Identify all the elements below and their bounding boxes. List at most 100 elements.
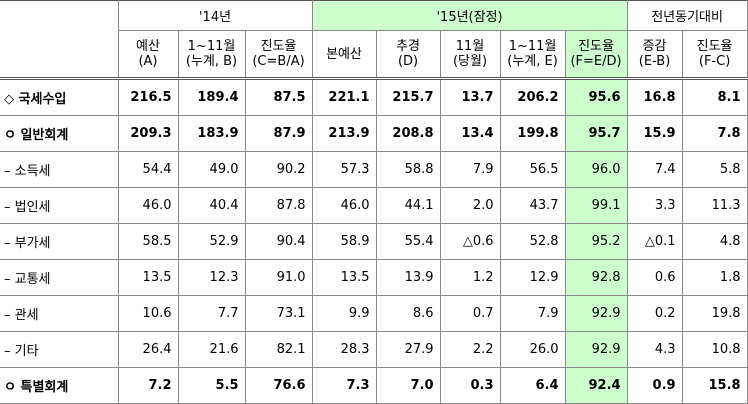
group-header: '15년(잠정) [311, 0, 628, 31]
cell: 11.3 [681, 187, 748, 224]
cell: 183.9 [177, 115, 246, 152]
cell: 82.1 [244, 331, 313, 368]
cell: 95.7 [564, 115, 628, 152]
cell: 15.9 [626, 115, 683, 152]
cell: 13.5 [117, 259, 179, 296]
cell: 73.1 [244, 295, 313, 332]
cell: 7.9 [499, 295, 566, 332]
cell: 5.8 [681, 151, 748, 188]
corner-cell [0, 0, 119, 80]
row-label: – 관세 [0, 295, 119, 332]
cell: 58.8 [375, 151, 441, 188]
cell: 91.0 [244, 259, 313, 296]
column-header: 1~11월 (누계, B) [177, 30, 246, 80]
cell: 7.2 [117, 367, 179, 404]
row-label: ◇ 국세수입 [0, 78, 119, 116]
cell: 46.0 [311, 187, 377, 224]
cell: 0.2 [626, 295, 683, 332]
cell: 4.8 [681, 223, 748, 260]
cell: 1.8 [681, 259, 748, 296]
cell: 90.2 [244, 151, 313, 188]
cell: 1.2 [439, 259, 501, 296]
header-line: 추경 [396, 39, 420, 54]
cell: 7.7 [177, 295, 246, 332]
cell: 3.3 [626, 187, 683, 224]
cell: 7.8 [681, 115, 748, 152]
cell: 92.4 [564, 367, 628, 404]
cell: 12.3 [177, 259, 246, 296]
cell: 95.2 [564, 223, 628, 260]
cell: 58.9 [311, 223, 377, 260]
cell: 209.3 [117, 115, 179, 152]
cell: 99.1 [564, 187, 628, 224]
cell: 49.0 [177, 151, 246, 188]
cell: 96.0 [564, 151, 628, 188]
table-row: – 관세 10.6 7.7 73.1 9.9 8.6 0.7 7.9 92.9 0.2 19.8 [0, 295, 748, 332]
cell: 92.9 [564, 331, 628, 368]
header-line: (당월) [452, 54, 488, 69]
cell: 221.1 [311, 78, 377, 116]
cell: 7.0 [375, 367, 441, 404]
header-line: 예산 [136, 39, 160, 54]
table-row: ◇ 국세수입 216.5 189.4 87.5 221.1 215.7 13.7 206.2 9… [0, 78, 748, 116]
cell: △0.1 [626, 223, 683, 260]
cell: 95.6 [564, 78, 628, 116]
header-line: 1~11월 [508, 39, 557, 54]
cell: 12.9 [499, 259, 566, 296]
cell: 206.2 [499, 78, 566, 116]
cell: 26.0 [499, 331, 566, 368]
row-label: ㅇ 특별회계 [0, 367, 119, 404]
cell: 213.9 [311, 115, 377, 152]
header-line: 진도율 [696, 39, 733, 54]
header-line: 진도율 [260, 39, 297, 54]
cell: 55.4 [375, 223, 441, 260]
cell: 7.3 [311, 367, 377, 404]
cell: 9.9 [311, 295, 377, 332]
header-line: (A) [138, 54, 158, 69]
cell: 8.6 [375, 295, 441, 332]
row-label: – 교통세 [0, 259, 119, 296]
cell: 4.3 [626, 331, 683, 368]
table-body: ◇ 국세수입 216.5 189.4 87.5 221.1 215.7 13.7 206.2 9… [0, 78, 748, 404]
header-line: (F=E/D) [570, 54, 622, 69]
cell: 0.7 [439, 295, 501, 332]
table-row: – 기타 26.4 21.6 82.1 28.3 27.9 2.2 26.0 92.9 4.3 10… [0, 331, 748, 368]
cell: 76.6 [244, 367, 313, 404]
row-label: ㅇ 일반회계 [0, 115, 119, 152]
group-header: 전년동기대비 [626, 0, 748, 31]
cell: 16.8 [626, 78, 683, 116]
cell: 92.8 [564, 259, 628, 296]
cell: 215.7 [375, 78, 441, 116]
header-line: (누계, E) [507, 54, 558, 69]
cell: 92.9 [564, 295, 628, 332]
cell: 7.4 [626, 151, 683, 188]
cell: 40.4 [177, 187, 246, 224]
cell: 19.8 [681, 295, 748, 332]
cell: 26.4 [117, 331, 179, 368]
group-header: '14년 [117, 0, 313, 31]
column-header: 진도율 (C=B/A) [244, 30, 313, 80]
cell: 5.5 [177, 367, 246, 404]
cell: 0.3 [439, 367, 501, 404]
cell: 57.3 [311, 151, 377, 188]
table-row: – 소득세 54.4 49.0 90.2 57.3 58.8 7.9 56.5 96.0 7.4 5… [0, 151, 748, 188]
cell: 13.9 [375, 259, 441, 296]
row-label: – 소득세 [0, 151, 119, 188]
table-row: – 법인세 46.0 40.4 87.8 46.0 44.1 2.0 43.7 99.1 3.3 1… [0, 187, 748, 224]
header-line: 증감 [642, 39, 667, 54]
header-line: 본예산 [326, 46, 362, 62]
column-header: 진도율 (F-C) [681, 30, 748, 80]
cell: 0.9 [626, 367, 683, 404]
cell: 13.4 [439, 115, 501, 152]
table-header: '14년 '15년(잠정) 전년동기대비 예산 (A) 1~11월 (누계, B) 진도율(… [0, 0, 748, 80]
column-header: 증감 (E-B) [626, 30, 683, 80]
cell: 58.5 [117, 223, 179, 260]
cell: 43.7 [499, 187, 566, 224]
cell: 87.9 [244, 115, 313, 152]
cell: 44.1 [375, 187, 441, 224]
table-row: – 부가세 58.5 52.9 90.4 58.9 55.4 △0.6 52.8 95.2 △0.… [0, 223, 748, 260]
row-label: – 부가세 [0, 223, 119, 260]
cell: 0.6 [626, 259, 683, 296]
cell: 87.5 [244, 78, 313, 116]
